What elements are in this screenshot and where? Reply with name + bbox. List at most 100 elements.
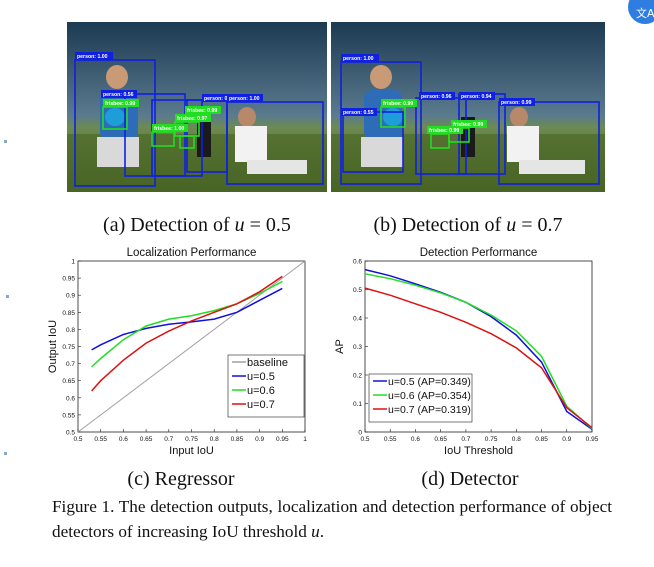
y-axis-label: Output IoU	[47, 320, 59, 373]
x-tick-label: 0.95	[586, 436, 599, 443]
y-tick-label: 0.7	[66, 361, 75, 368]
x-tick-label: 0.65	[140, 436, 153, 443]
x-tick-label: 0.85	[231, 436, 244, 443]
legend-entry: u=0.6 (AP=0.354)	[388, 390, 471, 402]
series-line	[364, 273, 593, 430]
legend-entry: u=0.7 (AP=0.319)	[388, 404, 471, 416]
series-line	[91, 275, 283, 392]
x-tick-label: 0.5	[73, 436, 82, 443]
detection-label: frisbee: 0.99	[453, 122, 483, 128]
subcaption-d: (d) Detector	[421, 468, 519, 490]
y-tick-label: 0.6	[353, 259, 362, 266]
x-tick-label: 0.9	[562, 436, 571, 443]
localization-chart: Localization Performance 0.5 0.55 0.6 0.65 0.…	[40, 240, 322, 462]
x-tick-label: 0.6	[119, 436, 128, 443]
x-tick-label: 0.9	[255, 436, 264, 443]
legend-entry: u=0.6	[247, 385, 275, 397]
detection-label: person: 0.99	[501, 100, 532, 106]
x-tick-label: 0.55	[94, 436, 107, 443]
subcaption-b-prefix: (b) Detection of	[373, 214, 507, 236]
x-tick-label: 0.75	[185, 436, 198, 443]
x-tick-label: 1	[303, 436, 307, 443]
y-axis-label: AP	[334, 339, 346, 354]
subcaption-a-var: u	[234, 214, 245, 236]
detection-photo-b: person: 1.00 person: 0.55 person: 0.96 p…	[331, 22, 605, 192]
y-tick-label: 0.2	[353, 373, 362, 380]
series-line	[91, 280, 283, 368]
x-tick-label: 0.65	[434, 436, 447, 443]
subcaption-c: (c) Regressor	[127, 468, 235, 490]
detection-label: frisbee: 0.99	[429, 128, 459, 134]
y-tick-label: 0.1	[353, 401, 362, 408]
legend-box	[368, 373, 473, 423]
figure-caption: Figure 1. The detection outputs, localiz…	[52, 494, 612, 544]
x-tick-label: 0.5	[360, 436, 369, 443]
subcaption-b-suffix: = 0.7	[516, 214, 563, 236]
detection-label: person: 0.94	[461, 94, 492, 100]
detection-label: frisbee: 0.99	[187, 108, 217, 114]
x-tick-label: 0.6	[411, 436, 420, 443]
x-tick-label: 0.7	[461, 436, 470, 443]
legend-entry: baseline	[247, 357, 288, 369]
x-axis-label: Input IoU	[169, 445, 214, 457]
detection-label: person: 1.00	[229, 96, 260, 102]
x-axis-label: IoU Threshold	[444, 445, 513, 457]
x-tick-label: 0.75	[485, 436, 498, 443]
figure-caption-var: u	[311, 522, 320, 541]
detection-label: person: 1.00	[343, 56, 374, 62]
chart-title: Localization Performance	[127, 247, 257, 259]
legend-entry: u=0.5 (AP=0.349)	[388, 376, 471, 388]
subcaption-a-prefix: (a) Detection of	[103, 214, 235, 236]
x-tick-label: 0.55	[384, 436, 397, 443]
translate-icon[interactable]: 文A	[628, 0, 654, 24]
y-tick-label: 0.5	[353, 287, 362, 294]
subcaption-b-var: u	[506, 214, 517, 236]
y-tick-label: 0.9	[66, 293, 75, 300]
detection-label: frisbee: 0.99	[383, 101, 413, 107]
series-line	[364, 287, 593, 429]
x-tick-label: 0.8	[210, 436, 219, 443]
detection-photo-a: person: 1.00 person: 0.56 person: 0.99 f…	[67, 22, 327, 192]
legend-entry: u=0.5	[247, 371, 275, 383]
figure-caption-text: Figure 1. The detection outputs, localiz…	[52, 497, 612, 541]
photo-b-canvas: person: 1.00 person: 0.55 person: 0.96 p…	[331, 22, 605, 192]
subcaption-a-suffix: = 0.5	[244, 214, 291, 236]
x-tick-label: 0.7	[164, 436, 173, 443]
detection-label: person: 0.99	[204, 96, 235, 102]
y-tick-label: 0.4	[353, 316, 362, 323]
x-tick-label: 0.95	[276, 436, 289, 443]
left-edge-marker	[4, 140, 7, 143]
detection-label: frisbee: 0.97	[177, 116, 207, 122]
detection-label: person: 0.56	[103, 92, 134, 98]
y-tick-label: 0.95	[62, 276, 75, 283]
subcaption-b: (b) Detection of u = 0.7	[331, 214, 605, 237]
detection-chart: Detection Performance 0.5 0.55 0.6 0.65 0.7 0.…	[330, 240, 610, 462]
y-tick-label: 0.8	[66, 327, 75, 334]
y-tick-label: 0.55	[62, 412, 75, 419]
detection-label: frisbee: 1.00	[154, 126, 184, 132]
figure-caption-end: .	[319, 522, 325, 541]
chart-title: Detection Performance	[420, 247, 538, 259]
y-tick-label: 0.65	[62, 378, 75, 385]
y-tick-label: 0	[358, 430, 362, 437]
legend-box	[227, 354, 305, 418]
y-tick-label: 1	[71, 259, 75, 266]
y-tick-label: 0.6	[66, 395, 75, 402]
left-edge-marker	[4, 452, 7, 455]
detection-chart-svg: Detection Performance 0.5 0.55 0.6 0.65 0.7 0.…	[334, 247, 599, 457]
subcaption-a: (a) Detection of u = 0.5	[67, 214, 327, 237]
series-line	[91, 287, 283, 351]
detection-label: person: 1.00	[77, 54, 108, 60]
detection-label: person: 0.55	[343, 110, 374, 116]
x-tick-label: 0.8	[512, 436, 521, 443]
localization-chart-svg: Localization Performance 0.5 0.55 0.6 0.65 0.…	[47, 247, 307, 457]
legend-entry: u=0.7	[247, 399, 275, 411]
detection-label: person: 0.96	[421, 94, 452, 100]
detection-label: frisbee: 0.99	[105, 101, 135, 107]
photo-a-canvas: person: 1.00 person: 0.56 person: 0.99 f…	[67, 22, 327, 192]
y-tick-label: 0.5	[66, 430, 75, 437]
y-tick-label: 0.75	[62, 344, 75, 351]
y-tick-label: 0.85	[62, 310, 75, 317]
y-tick-label: 0.3	[353, 344, 362, 351]
x-tick-label: 0.85	[535, 436, 548, 443]
